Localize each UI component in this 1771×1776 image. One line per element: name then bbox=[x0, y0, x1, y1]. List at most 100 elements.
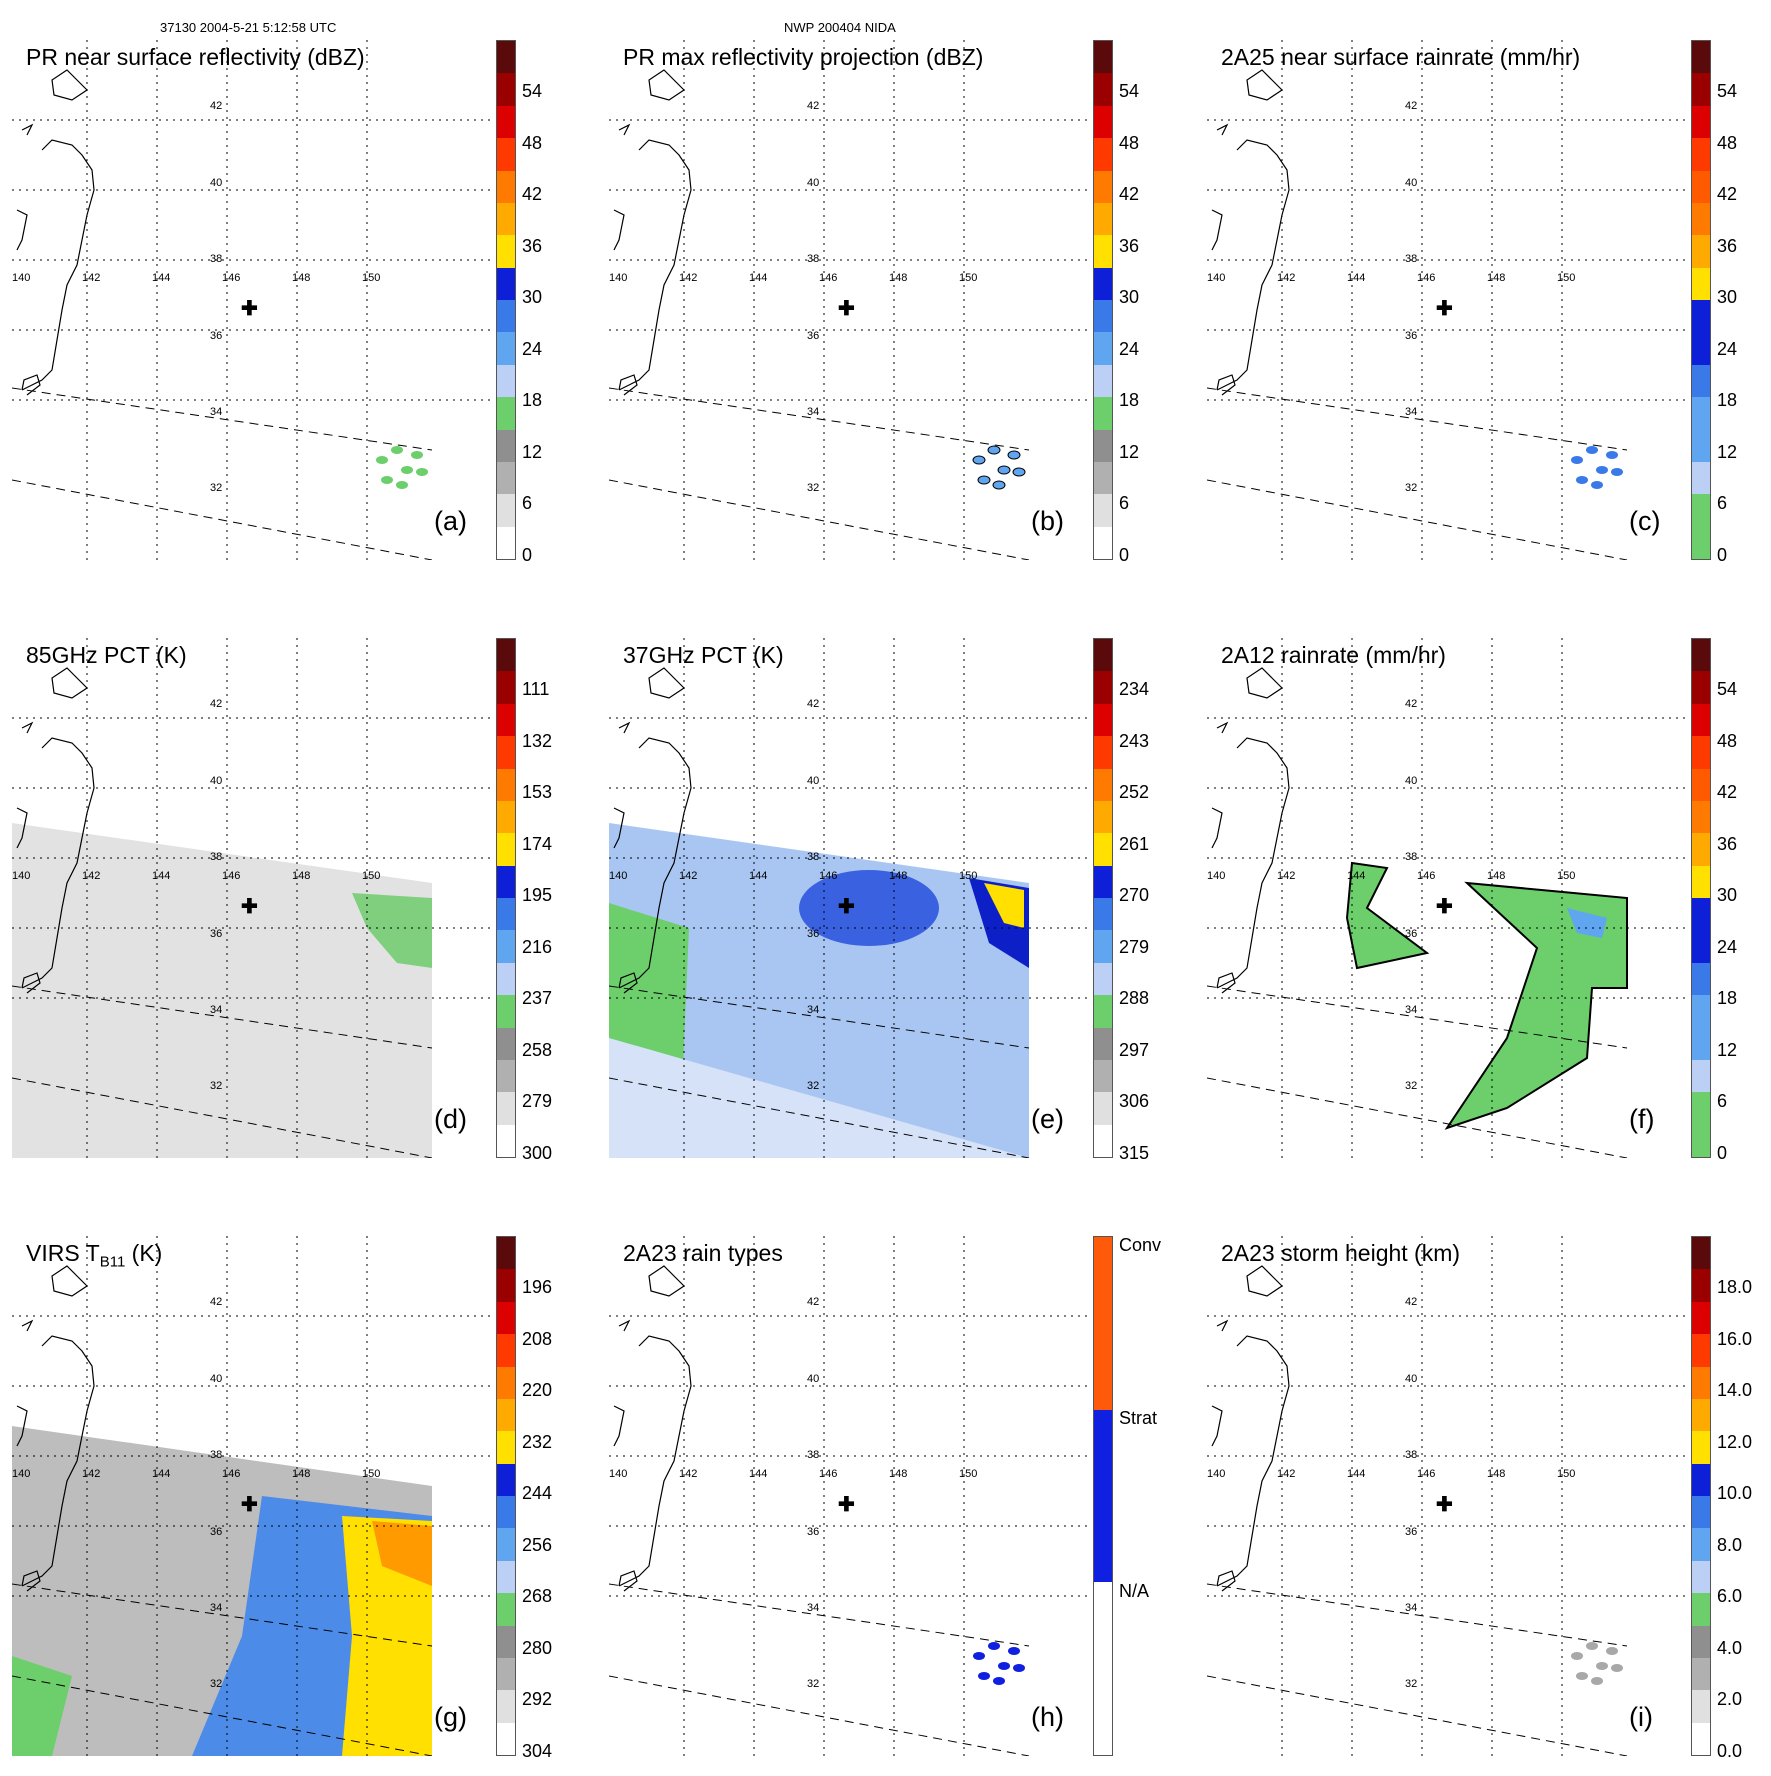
lon-label: 148 bbox=[1487, 1468, 1506, 1480]
precip-cell bbox=[972, 455, 986, 465]
precip-cell bbox=[1007, 450, 1021, 460]
lon-label: 150 bbox=[959, 870, 978, 882]
colorbar-tick-label: 6 bbox=[522, 493, 533, 513]
precip-cell bbox=[1013, 1664, 1025, 1672]
lat-label: 34 bbox=[1405, 1602, 1418, 1614]
lat-label: 34 bbox=[210, 1602, 223, 1614]
colorbar-segment bbox=[497, 800, 515, 834]
lon-label: 150 bbox=[1557, 1468, 1576, 1480]
colorbar-segment bbox=[1692, 1592, 1710, 1626]
colorbar-tick-label: 54 bbox=[1119, 81, 1140, 101]
colorbar-segment bbox=[1692, 994, 1710, 1028]
colorbar-segment bbox=[1692, 331, 1710, 365]
colorbar-tick-label: 24 bbox=[1119, 338, 1140, 359]
lon-label: 148 bbox=[1487, 272, 1506, 284]
lat-label: 34 bbox=[1405, 406, 1418, 418]
colorbar-segment bbox=[497, 364, 515, 398]
colorbar-segment bbox=[1094, 331, 1112, 365]
lon-label: 144 bbox=[1347, 870, 1366, 882]
colorbar-tick-label: 30 bbox=[1717, 287, 1738, 307]
colorbar-tick-label: 12 bbox=[522, 441, 543, 462]
lon-label: 148 bbox=[292, 1468, 311, 1480]
map-area bbox=[609, 1236, 1089, 1756]
colorbar-segment bbox=[497, 1722, 515, 1755]
swath-edge-north bbox=[12, 985, 433, 1049]
colorbar-segment bbox=[497, 1592, 515, 1626]
colorbar-segment bbox=[497, 1268, 515, 1302]
colorbar-segment bbox=[1692, 1398, 1710, 1432]
map-canvas bbox=[12, 1236, 492, 1756]
colorbar-tick-label: 174 bbox=[522, 833, 553, 854]
panel-title: 2A23 storm height (km) bbox=[1221, 1240, 1461, 1266]
colorbar-tick-label: 195 bbox=[522, 885, 553, 905]
lat-label: 36 bbox=[1405, 330, 1418, 342]
lon-label: 148 bbox=[292, 870, 311, 882]
colorbar-segment bbox=[1094, 234, 1112, 268]
coastline bbox=[16, 1265, 95, 1592]
lat-label: 34 bbox=[807, 1004, 820, 1016]
precip-cell bbox=[1606, 1647, 1618, 1655]
map-canvas bbox=[12, 40, 492, 560]
colorbar-tick-label: 280 bbox=[522, 1637, 553, 1658]
precip-cell bbox=[998, 1662, 1010, 1670]
colorbar-segment bbox=[1094, 202, 1112, 236]
map-area bbox=[12, 1236, 492, 1756]
colorbar-segment bbox=[1094, 962, 1112, 996]
colorbar-segment bbox=[1692, 1027, 1710, 1060]
precip-cell bbox=[1611, 1664, 1623, 1672]
lon-label: 142 bbox=[1277, 272, 1296, 284]
lat-label: 32 bbox=[1405, 1678, 1418, 1690]
lon-label: 144 bbox=[1347, 1468, 1366, 1480]
orbit-timestamp: 37130 2004-5-21 5:12:58 UTC bbox=[160, 20, 337, 35]
lat-label: 40 bbox=[1405, 1373, 1418, 1385]
colorbar-segment bbox=[1094, 670, 1112, 704]
colorbar-tick-label: 18 bbox=[1717, 390, 1738, 410]
colorbar-tick-label: 306 bbox=[1119, 1091, 1150, 1111]
map-area bbox=[1207, 638, 1687, 1158]
colorbar-tick-label: 243 bbox=[1119, 730, 1150, 751]
colorbar-segment bbox=[497, 1301, 515, 1335]
lon-label: 148 bbox=[889, 272, 908, 284]
colorbar-segment bbox=[1094, 1059, 1112, 1093]
rain-area-west bbox=[1345, 861, 1430, 970]
colorbar-segment bbox=[497, 1236, 515, 1270]
category-segment bbox=[1094, 1582, 1112, 1756]
colorbar-segment bbox=[1692, 137, 1710, 171]
colorbar-tick-label: 6.0 bbox=[1717, 1586, 1743, 1606]
colorbar-segment bbox=[497, 768, 515, 801]
map-canvas bbox=[609, 1236, 1089, 1756]
pct37-yellow-region bbox=[984, 883, 1024, 928]
colorbar-segment bbox=[1692, 865, 1710, 898]
colorbar-tick-label: 234 bbox=[1119, 679, 1150, 699]
coastline bbox=[1211, 667, 1290, 994]
panel-title: 2A23 rain types bbox=[623, 1240, 783, 1266]
lon-label: 150 bbox=[959, 272, 978, 284]
colorbar-segment bbox=[1692, 1301, 1710, 1335]
precip-cell bbox=[973, 1652, 985, 1660]
precip-cell bbox=[1596, 466, 1608, 474]
colorbar-segment bbox=[1094, 735, 1112, 769]
colorbar-segment bbox=[497, 267, 515, 300]
colorbar-segment bbox=[497, 1527, 515, 1561]
lat-label: 40 bbox=[210, 775, 223, 787]
colorbar bbox=[1093, 638, 1113, 1158]
precip-cell bbox=[416, 468, 428, 476]
precip-cell bbox=[1576, 1672, 1588, 1680]
colorbar bbox=[496, 1236, 516, 1756]
colorbar-segment bbox=[1094, 703, 1112, 737]
lon-label: 144 bbox=[152, 272, 171, 284]
lat-label: 38 bbox=[807, 1449, 820, 1461]
colorbar-tick-label: 18 bbox=[522, 390, 543, 410]
precip-cell bbox=[376, 456, 388, 464]
colorbar-segment bbox=[497, 1495, 515, 1529]
lon-label: 142 bbox=[1277, 870, 1296, 882]
map-area bbox=[1207, 40, 1687, 560]
panel-title: VIRS TB11 (K) bbox=[26, 1240, 163, 1271]
panel-label: (a) bbox=[434, 506, 467, 536]
colorbar-segment bbox=[497, 170, 515, 203]
colorbar-segment bbox=[497, 670, 515, 704]
colorbar-segment bbox=[1692, 40, 1710, 74]
map-canvas bbox=[609, 40, 1089, 560]
precip-cell bbox=[411, 451, 423, 459]
colorbar-segment bbox=[1692, 526, 1710, 559]
